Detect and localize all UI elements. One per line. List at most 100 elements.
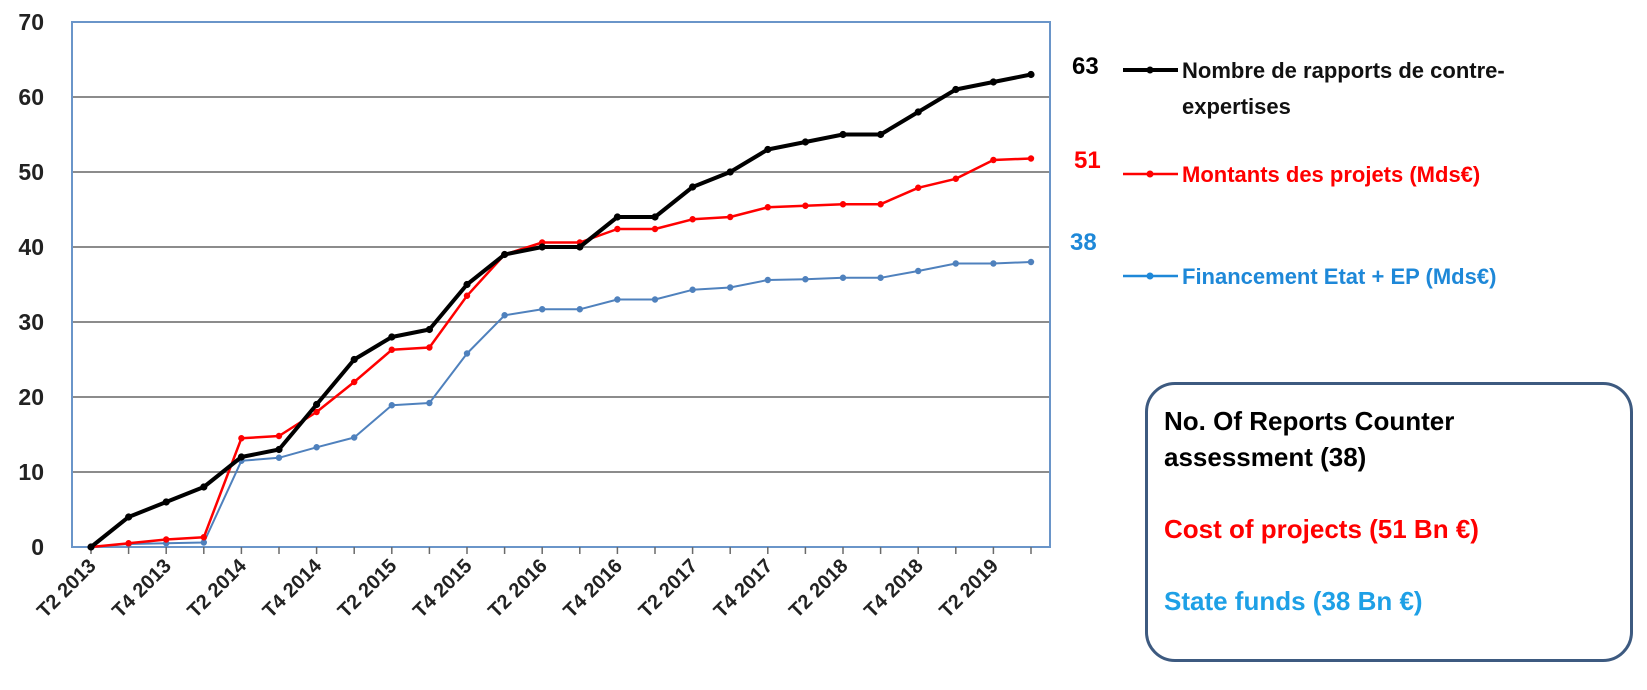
y-tick-label: 60 bbox=[18, 84, 44, 110]
data-point bbox=[162, 498, 170, 506]
data-point bbox=[313, 400, 321, 409]
legend-label: Nombre de rapports de contre- bbox=[1182, 58, 1505, 83]
legend-end-value: 51 bbox=[1074, 147, 1101, 174]
data-point bbox=[87, 543, 95, 551]
legend-swatch-marker bbox=[1146, 272, 1154, 280]
data-point bbox=[764, 276, 771, 284]
data-point bbox=[388, 346, 395, 353]
plot-area-border bbox=[71, 21, 1051, 548]
data-point bbox=[275, 432, 283, 440]
x-tick-label: T4 2018 bbox=[860, 555, 927, 622]
data-point bbox=[727, 213, 734, 221]
data-point bbox=[313, 444, 320, 451]
data-point bbox=[313, 408, 320, 416]
data-point bbox=[952, 260, 959, 267]
data-point bbox=[764, 204, 771, 211]
x-tick-label: T2 2015 bbox=[334, 555, 401, 622]
data-point bbox=[426, 399, 433, 407]
data-point bbox=[238, 435, 245, 442]
series-line bbox=[89, 72, 1032, 549]
data-point bbox=[426, 344, 433, 351]
x-tick-label: T2 2017 bbox=[635, 555, 702, 622]
data-point bbox=[839, 130, 847, 139]
data-point bbox=[802, 202, 809, 209]
y-tick-label: 20 bbox=[18, 384, 44, 410]
data-point bbox=[275, 454, 283, 461]
note-state-funds: State funds (38 Bn €) bbox=[1164, 586, 1423, 616]
data-point bbox=[350, 355, 358, 364]
y-tick-label: 70 bbox=[18, 9, 44, 35]
x-tick-label: T4 2016 bbox=[559, 555, 626, 622]
data-point bbox=[501, 250, 509, 259]
data-point bbox=[125, 513, 133, 521]
translation-note-box: No. Of Reports Counter assessment (38) C… bbox=[1145, 382, 1633, 662]
data-point bbox=[651, 213, 659, 221]
series-line bbox=[90, 157, 1032, 549]
data-point bbox=[613, 213, 622, 221]
data-point bbox=[952, 175, 959, 182]
data-point bbox=[388, 402, 395, 409]
data-point bbox=[877, 130, 885, 139]
x-tick-label: T2 2014 bbox=[183, 554, 251, 622]
y-tick-label: 50 bbox=[18, 159, 44, 185]
y-tick-label: 30 bbox=[18, 309, 44, 335]
data-point bbox=[351, 434, 358, 441]
data-point bbox=[237, 453, 245, 461]
data-point bbox=[915, 184, 922, 191]
x-tick-label: T2 2013 bbox=[33, 555, 100, 622]
x-axis: T2 2013 T4 2013 T2 2014 T4 2014 T2 2015 T4 20… bbox=[33, 547, 1032, 622]
data-point bbox=[877, 274, 884, 281]
x-tick-label: T4 2014 bbox=[259, 554, 327, 622]
x-tick-label: T4 2017 bbox=[710, 555, 777, 622]
data-point bbox=[614, 225, 621, 233]
x-tick-label: T4 2013 bbox=[108, 555, 175, 622]
data-point bbox=[501, 312, 508, 319]
data-point bbox=[351, 378, 358, 386]
y-tick-label: 0 bbox=[31, 534, 44, 560]
data-point bbox=[764, 145, 772, 154]
data-point bbox=[801, 138, 810, 146]
data-point bbox=[914, 108, 922, 116]
series-line bbox=[90, 261, 1032, 548]
legend-swatch-marker bbox=[1146, 170, 1154, 178]
data-point bbox=[689, 216, 696, 223]
data-point bbox=[539, 306, 546, 313]
data-point bbox=[125, 540, 132, 547]
legend-end-value: 38 bbox=[1070, 229, 1097, 256]
y-tick-label: 10 bbox=[18, 459, 44, 485]
data-point bbox=[614, 296, 621, 303]
data-point bbox=[877, 201, 884, 208]
data-point bbox=[463, 350, 471, 357]
data-point bbox=[1027, 155, 1035, 162]
data-point bbox=[990, 156, 997, 164]
y-axis: 0 10 20 30 40 50 60 70 bbox=[18, 9, 44, 560]
data-point bbox=[839, 274, 847, 281]
data-point bbox=[689, 183, 697, 191]
legend-label: Financement Etat + EP (Mds€) bbox=[1182, 264, 1496, 289]
data-point bbox=[163, 536, 170, 543]
series-lines bbox=[87, 70, 1035, 551]
data-point bbox=[802, 276, 809, 283]
x-tick-label: T2 2018 bbox=[785, 555, 852, 622]
data-point bbox=[1027, 258, 1035, 266]
legend-label: Montants des projets (Mds€) bbox=[1182, 162, 1480, 187]
data-point bbox=[463, 292, 471, 299]
data-point bbox=[839, 201, 847, 208]
x-tick-label: T2 2016 bbox=[484, 555, 551, 622]
legend-end-value: 63 bbox=[1072, 53, 1099, 80]
data-point bbox=[726, 168, 734, 176]
gridlines bbox=[72, 96, 1050, 548]
legend-swatch-marker bbox=[1146, 66, 1154, 74]
data-point bbox=[200, 483, 208, 491]
data-point bbox=[200, 539, 207, 546]
data-point bbox=[952, 85, 960, 94]
data-point bbox=[915, 267, 922, 275]
data-point bbox=[275, 445, 283, 454]
data-point bbox=[538, 243, 546, 251]
legend: 63 Nombre de rapports de contre-expertise… bbox=[1070, 53, 1505, 289]
note-cost-of-projects: Cost of projects (51 Bn €) bbox=[1164, 514, 1479, 544]
data-point bbox=[727, 284, 734, 291]
data-point bbox=[576, 306, 583, 313]
data-point bbox=[689, 286, 696, 293]
data-point bbox=[989, 78, 998, 86]
